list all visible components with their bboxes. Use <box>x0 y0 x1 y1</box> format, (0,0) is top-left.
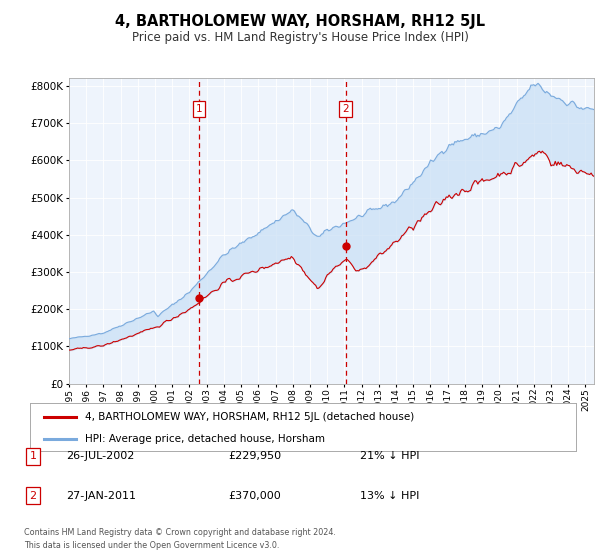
Text: Contains HM Land Registry data © Crown copyright and database right 2024.: Contains HM Land Registry data © Crown c… <box>24 528 336 536</box>
Text: This data is licensed under the Open Government Licence v3.0.: This data is licensed under the Open Gov… <box>24 541 280 550</box>
Text: £229,950: £229,950 <box>228 451 281 461</box>
Text: 27-JAN-2011: 27-JAN-2011 <box>66 491 136 501</box>
Text: 26-JUL-2002: 26-JUL-2002 <box>66 451 134 461</box>
Text: HPI: Average price, detached house, Horsham: HPI: Average price, detached house, Hors… <box>85 434 325 444</box>
Text: 4, BARTHOLOMEW WAY, HORSHAM, RH12 5JL (detached house): 4, BARTHOLOMEW WAY, HORSHAM, RH12 5JL (d… <box>85 412 414 422</box>
Text: Price paid vs. HM Land Registry's House Price Index (HPI): Price paid vs. HM Land Registry's House … <box>131 31 469 44</box>
Text: £370,000: £370,000 <box>228 491 281 501</box>
Text: 2: 2 <box>29 491 37 501</box>
Text: 1: 1 <box>29 451 37 461</box>
Text: 1: 1 <box>196 104 202 114</box>
Text: 2: 2 <box>343 104 349 114</box>
Text: 4, BARTHOLOMEW WAY, HORSHAM, RH12 5JL: 4, BARTHOLOMEW WAY, HORSHAM, RH12 5JL <box>115 14 485 29</box>
Text: 13% ↓ HPI: 13% ↓ HPI <box>360 491 419 501</box>
Text: 21% ↓ HPI: 21% ↓ HPI <box>360 451 419 461</box>
